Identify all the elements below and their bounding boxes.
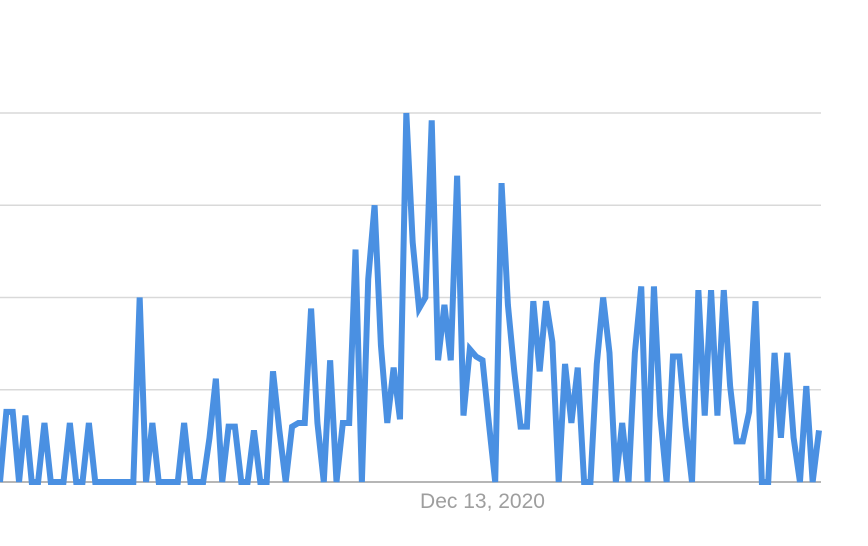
x-tick-label: Dec 13, 2020 (420, 490, 545, 513)
series-line (0, 112, 822, 485)
